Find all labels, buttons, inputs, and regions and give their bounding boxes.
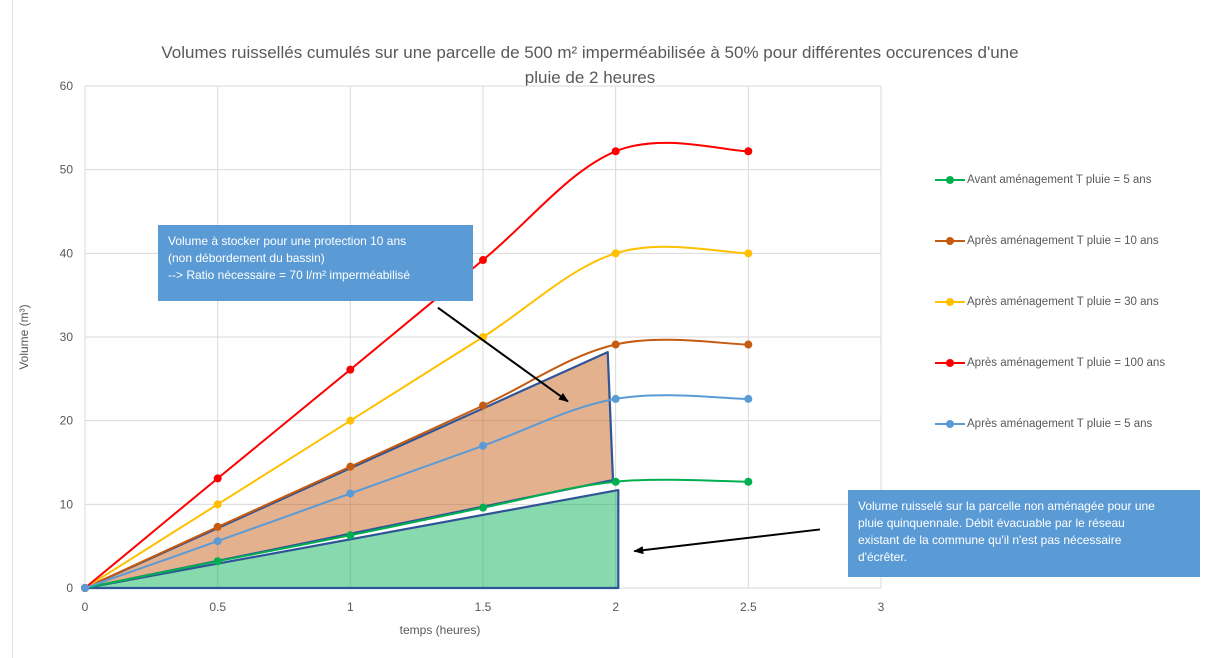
legend-swatch-0 xyxy=(935,174,965,186)
legend-label-3: Après aménagement T pluie = 100 ans xyxy=(967,357,1166,369)
natural-runoff-annotation-arrow xyxy=(633,528,821,555)
y-tick-label: 20 xyxy=(60,414,74,428)
data-point-s4-1 xyxy=(213,537,222,546)
data-point-s3-2 xyxy=(346,365,355,374)
legend-label-2: Après aménagement T pluie = 30 ans xyxy=(967,296,1159,308)
legend-swatch-4 xyxy=(935,418,965,430)
data-point-s0-2 xyxy=(346,531,355,540)
legend-item-1: Après aménagement T pluie = 10 ans xyxy=(935,231,1159,251)
data-point-s3-5 xyxy=(744,147,753,156)
legend-item-3: Après aménagement T pluie = 100 ans xyxy=(935,353,1165,373)
natural-annotation-line-2: pluie quinquennale. Débit évacuable par … xyxy=(858,516,1125,530)
series-line-0 xyxy=(84,478,749,589)
data-point-s4-2 xyxy=(346,489,355,498)
storage-annotation-line-1: Volume à stocker pour une protection 10 … xyxy=(168,234,407,248)
data-point-s0-4 xyxy=(611,477,620,486)
series-line-2 xyxy=(84,245,749,589)
series-line-4 xyxy=(84,394,749,589)
natural-annotation-line-3: existant de la commune qu'il n'est pas n… xyxy=(858,533,1122,547)
y-tick-label: 30 xyxy=(60,330,74,344)
y-tick-label: 10 xyxy=(60,497,74,511)
y-tick-label: 60 xyxy=(60,79,74,93)
y-tick-label: 50 xyxy=(60,163,74,177)
x-tick-label: 2.5 xyxy=(740,600,757,614)
data-point-s0-3 xyxy=(479,503,487,512)
legend-label-1: Après aménagement T pluie = 10 ans xyxy=(967,235,1159,247)
data-point-s4-4 xyxy=(611,394,620,403)
data-point-s1-4 xyxy=(611,340,620,349)
x-tick-label: 1 xyxy=(347,600,354,614)
legend-swatch-2 xyxy=(935,296,965,308)
data-point-s1-5 xyxy=(744,340,753,349)
chart-title-line-2: pluie de 2 heures xyxy=(524,68,656,87)
window-left-divider xyxy=(12,0,13,658)
storage-annotation-line-3: --> Ratio nécessaire = 70 l/m² imperméab… xyxy=(168,268,411,282)
data-point-s3-3 xyxy=(479,256,487,265)
data-point-s3-1 xyxy=(213,474,222,483)
x-axis-label: temps (heures) xyxy=(400,623,481,637)
data-point-s2-2 xyxy=(346,416,355,425)
chart-title: Volumes ruissellés cumulés sur une parce… xyxy=(90,40,1090,90)
natural-annotation-line-1: Volume ruisselé sur la parcelle non amén… xyxy=(858,499,1155,513)
x-tick-label: 0 xyxy=(82,600,89,614)
legend-label-0: Avant aménagement T pluie = 5 ans xyxy=(967,174,1152,186)
data-point-s1-1 xyxy=(213,522,222,531)
data-point-s4-0 xyxy=(81,584,89,592)
natural-annotation-line-4: d'écrêter. xyxy=(858,550,907,564)
storage-annotation-line-2: (non débordement du bassin) xyxy=(168,251,325,265)
data-point-s3-4 xyxy=(611,147,620,156)
legend-item-4: Après aménagement T pluie = 5 ans xyxy=(935,414,1152,434)
storage-annotation-box: Volume à stocker pour une protection 10 … xyxy=(158,225,473,301)
data-point-s1-2 xyxy=(346,462,355,471)
data-point-s0-5 xyxy=(744,477,753,486)
data-point-s2-5 xyxy=(744,249,753,258)
legend-item-0: Avant aménagement T pluie = 5 ans xyxy=(935,170,1151,190)
x-tick-label: 0.5 xyxy=(209,600,226,614)
x-tick-label: 2 xyxy=(612,600,619,614)
y-axis-label: Volume (m³) xyxy=(17,304,31,369)
x-tick-label: 1.5 xyxy=(475,600,492,614)
storage-annotation-arrow xyxy=(437,306,569,403)
natural-runoff-annotation-box: Volume ruisselé sur la parcelle non amén… xyxy=(848,490,1200,577)
data-point-s1-3 xyxy=(479,401,487,410)
data-point-s4-3 xyxy=(479,441,487,450)
x-tick-label: 3 xyxy=(878,600,885,614)
chart-title-line-1: Volumes ruissellés cumulés sur une parce… xyxy=(161,43,1019,62)
y-tick-label: 0 xyxy=(66,581,73,595)
legend-item-2: Après aménagement T pluie = 30 ans xyxy=(935,292,1159,312)
legend-label-4: Après aménagement T pluie = 5 ans xyxy=(967,418,1153,430)
series-line-1 xyxy=(84,338,749,589)
legend-swatch-1 xyxy=(935,235,965,247)
data-point-s2-4 xyxy=(611,249,620,258)
data-point-s4-5 xyxy=(744,394,753,403)
legend-swatch-3 xyxy=(935,357,965,369)
y-tick-label: 40 xyxy=(60,246,74,260)
data-point-s0-1 xyxy=(213,557,222,566)
data-point-s2-1 xyxy=(213,500,222,509)
